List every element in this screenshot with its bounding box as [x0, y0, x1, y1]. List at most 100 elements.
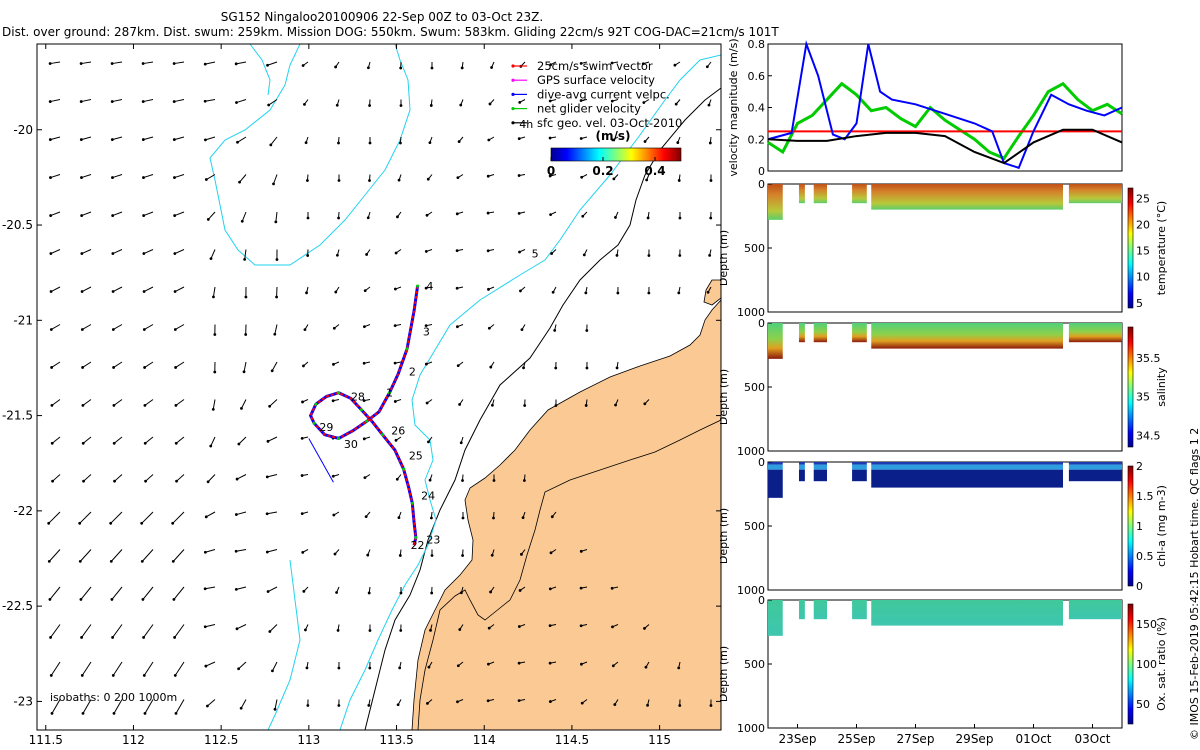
- geo-vector-head: [172, 62, 176, 65]
- vel-ytick-label: 0.6: [748, 70, 766, 83]
- legend-swatch-dot: [511, 64, 515, 68]
- vel-ytick-label: 0: [758, 165, 765, 178]
- geo-vector-head: [267, 103, 271, 107]
- geo-vector-head: [674, 102, 678, 106]
- legend-label: net glider velocity: [537, 102, 641, 116]
- depth-tick-label: 500: [744, 242, 765, 255]
- series-dac: [767, 40, 1123, 170]
- geo-vector: [81, 99, 92, 103]
- geo-vector-head: [275, 295, 278, 299]
- geo-vector: [50, 136, 61, 141]
- section-fill: [1068, 184, 1122, 204]
- geo-vector: [174, 61, 185, 65]
- geo-vector-head: [517, 211, 521, 215]
- geo-vector: [141, 511, 154, 524]
- geo-vector-head: [172, 138, 176, 141]
- geo-vector-head: [79, 598, 83, 601]
- map-ytick-label: -22.5: [2, 599, 33, 613]
- geo-vector: [270, 136, 278, 146]
- colorbar-label: chl-a (mg m-3): [1155, 485, 1168, 567]
- geo-vector-head: [266, 439, 270, 443]
- net-velocity-point: [410, 501, 414, 505]
- geo-vector-head: [394, 438, 398, 442]
- geo-vector: [273, 174, 278, 185]
- geo-vector-head: [173, 328, 177, 331]
- geo-vector-head: [580, 701, 584, 705]
- geo-vector-head: [610, 61, 614, 65]
- geo-vector-head: [305, 291, 308, 295]
- geo-vector-head: [268, 404, 272, 408]
- geo-vector: [241, 211, 247, 222]
- geo-vector: [81, 286, 92, 292]
- net-velocity-point: [416, 284, 420, 288]
- geo-vector-head: [641, 62, 645, 66]
- geo-vector: [112, 286, 123, 292]
- geo-vector-head: [272, 182, 275, 186]
- geo-vector-head: [427, 665, 431, 669]
- section-fill: [813, 184, 827, 204]
- geo-vector-head: [461, 479, 464, 482]
- geo-vector-head: [175, 479, 178, 483]
- depth-ylabel: Depth (m): [720, 508, 730, 564]
- legend-item: 25cm/s swim vector: [511, 59, 653, 73]
- geo-vector-head: [80, 176, 83, 179]
- geo-vector: [143, 61, 154, 65]
- geo-vector: [50, 624, 61, 638]
- section-fill: [798, 600, 805, 620]
- geo-vector-head: [337, 141, 340, 145]
- geo-vector: [143, 624, 154, 638]
- geo-vector: [80, 586, 92, 600]
- section-fill: [798, 469, 805, 482]
- track-day-label: 28: [351, 390, 365, 403]
- geo-vector: [48, 511, 61, 524]
- geo-vector-head: [331, 474, 335, 478]
- geo-vector-head: [112, 441, 116, 445]
- geo-vector-head: [459, 441, 463, 445]
- geo-vector: [240, 699, 247, 709]
- geo-vector: [236, 99, 247, 104]
- geo-vector-head: [204, 515, 208, 519]
- figure-title-line-2: Dist. over ground: 287km. Dist. swum: 25…: [2, 25, 779, 39]
- geo-vector-head: [368, 629, 372, 632]
- geo-vector-head: [337, 666, 341, 670]
- geo-vector-head: [81, 366, 85, 369]
- geo-vector: [269, 624, 278, 632]
- geo-vector-head: [584, 291, 588, 295]
- track-day-label: 26: [391, 425, 405, 438]
- depth-tick-label: 1000: [737, 722, 765, 735]
- geo-vector-head: [610, 586, 614, 590]
- geo-vector: [237, 136, 247, 143]
- colorbar-tick-label: 100: [1136, 658, 1157, 671]
- geo-vector-head: [110, 100, 114, 103]
- geo-vector-head: [643, 140, 647, 143]
- section-fill: [813, 469, 827, 482]
- track-day-label: 29: [319, 421, 333, 434]
- geo-vector-head: [49, 214, 53, 217]
- geo-vector-head: [579, 549, 583, 553]
- net-velocity-point: [388, 391, 392, 395]
- geo-vector-head: [522, 479, 526, 482]
- geo-vector: [236, 624, 247, 630]
- geo-vector-head: [79, 100, 83, 103]
- section-fill: [852, 462, 867, 465]
- geo-vector-head: [244, 333, 248, 336]
- geo-vector: [172, 549, 185, 562]
- geo-vector-head: [492, 479, 496, 482]
- geo-vector-head: [612, 177, 616, 181]
- geo-vector-head: [458, 403, 462, 406]
- geo-vector: [110, 511, 123, 524]
- geo-vector-head: [204, 178, 208, 181]
- geo-vector: [49, 586, 61, 600]
- geo-vector-head: [142, 290, 146, 293]
- geo-vector-head: [109, 521, 113, 525]
- geo-vector: [48, 549, 61, 562]
- depth-ylabel: Depth (m): [720, 230, 730, 286]
- geo-vector-head: [676, 141, 680, 144]
- geo-vector-head: [82, 479, 85, 483]
- geo-vector-head: [678, 216, 682, 220]
- geo-vector-head: [141, 62, 145, 65]
- depth-tick-label: 500: [744, 520, 765, 533]
- speed-colorbar: [550, 147, 682, 162]
- geo-vector-head: [456, 176, 460, 180]
